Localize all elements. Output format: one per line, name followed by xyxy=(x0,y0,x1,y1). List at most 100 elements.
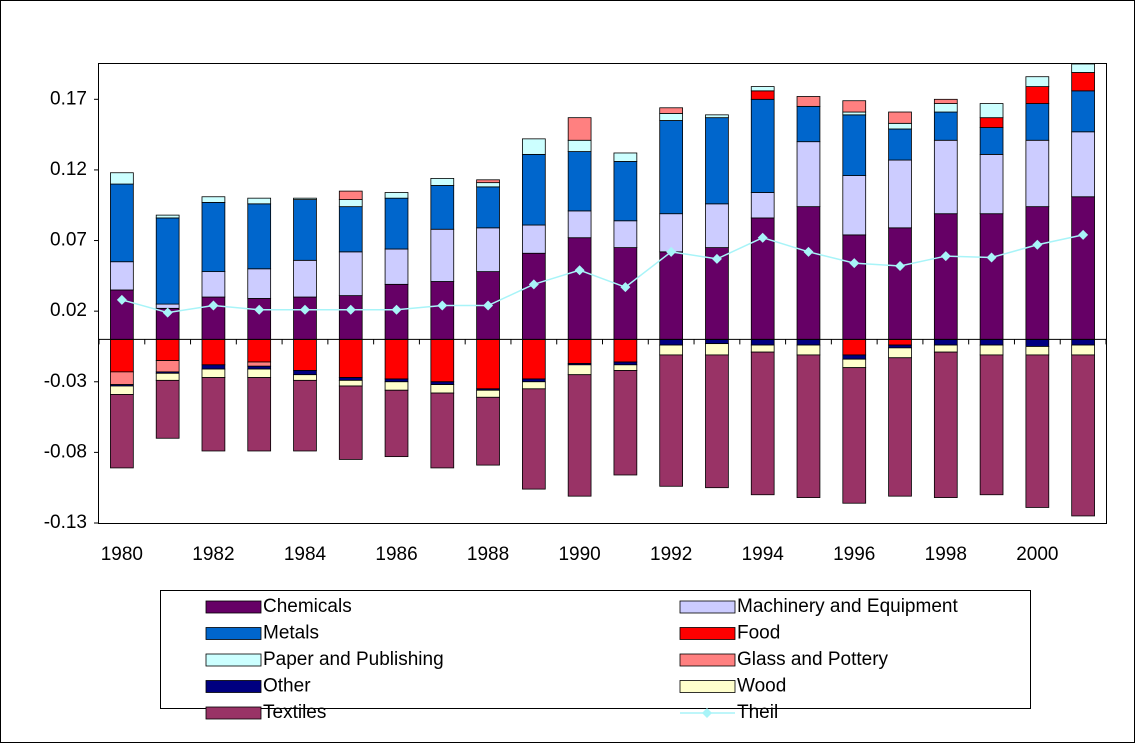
bar-segment xyxy=(338,295,363,340)
bar-segment xyxy=(247,361,272,367)
bar-segment xyxy=(1025,206,1050,340)
bar-segment xyxy=(247,203,272,270)
line-marker xyxy=(162,307,173,318)
bar-segment xyxy=(521,224,546,254)
line-marker xyxy=(116,294,127,305)
bar-segment xyxy=(430,338,455,383)
bar-segment xyxy=(979,213,1004,340)
bar-segment xyxy=(384,378,409,383)
bar-segment xyxy=(430,228,455,282)
bar-segment xyxy=(750,338,775,346)
line-marker xyxy=(574,265,585,276)
bar-segment xyxy=(979,153,1004,215)
bar-segment xyxy=(888,159,912,229)
bar-segment xyxy=(705,338,729,345)
line-marker xyxy=(483,300,494,311)
bar-segment xyxy=(659,251,684,340)
bar-segment xyxy=(338,199,363,208)
line-marker xyxy=(254,304,265,315)
bar-segment xyxy=(293,379,317,452)
bar-segment xyxy=(338,377,363,381)
bar-segment xyxy=(155,217,180,305)
bar-segment xyxy=(750,192,775,219)
bar-segment xyxy=(476,186,500,229)
bar-segment xyxy=(110,371,134,385)
bar-segment xyxy=(338,206,363,253)
bar-segment xyxy=(384,338,409,380)
legend-swatch xyxy=(205,627,262,640)
bar-segment xyxy=(521,388,546,490)
legend-swatch xyxy=(205,653,262,667)
bar-segment xyxy=(521,381,546,390)
bar-segment xyxy=(521,378,546,383)
x-tick-label: 1986 xyxy=(375,544,417,565)
y-tick-label: 0.12 xyxy=(50,159,87,180)
line-marker xyxy=(437,300,448,311)
y-tick-label: 0.17 xyxy=(50,88,87,109)
bar-segment xyxy=(247,268,272,299)
bar-segment xyxy=(888,128,912,161)
line-marker xyxy=(849,258,860,269)
bar-segment xyxy=(1071,90,1095,133)
legend-box xyxy=(160,590,1031,709)
line-marker xyxy=(803,246,814,257)
legend-swatch xyxy=(205,680,262,693)
line-marker xyxy=(391,304,402,315)
bar-segment xyxy=(842,175,867,236)
bar-segment xyxy=(659,338,684,346)
y-tick-label: 0.02 xyxy=(50,300,87,321)
bar-segment xyxy=(521,252,546,340)
bar-segment xyxy=(613,220,638,249)
bar-segment xyxy=(201,196,226,203)
bar-segment xyxy=(155,372,180,381)
bar-segment xyxy=(384,389,409,458)
bar-segment xyxy=(613,161,638,222)
legend-label: Food xyxy=(737,623,780,644)
bar-segment xyxy=(476,227,500,273)
bar-segment xyxy=(1025,346,1050,356)
bar-segment xyxy=(384,248,409,285)
bar-segment xyxy=(705,203,729,249)
bar-segment xyxy=(521,153,546,226)
bar-segment xyxy=(476,338,500,390)
bar-segment xyxy=(110,172,134,185)
bar-segment xyxy=(933,98,958,104)
line-marker xyxy=(1032,239,1043,250)
bar-segment xyxy=(933,103,958,113)
legend-label: Textiles xyxy=(263,702,326,723)
bar-segment xyxy=(796,354,821,498)
legend-label: Wood xyxy=(737,676,786,697)
bar-segment xyxy=(155,379,180,439)
bar-segment xyxy=(842,100,867,113)
legend-marker xyxy=(702,708,712,718)
bar-segment xyxy=(155,360,180,373)
line-marker xyxy=(345,304,356,315)
bar-segment xyxy=(110,261,134,291)
bar-segment xyxy=(796,141,821,208)
bar-segment xyxy=(979,338,1004,346)
bar-segment xyxy=(567,338,592,364)
x-tick-label: 1992 xyxy=(650,544,692,565)
bar-segment xyxy=(796,338,821,346)
bar-segment xyxy=(705,114,729,119)
line-marker xyxy=(528,279,539,290)
bar-segment xyxy=(430,381,455,385)
bar-segment xyxy=(338,379,363,387)
bar-segment xyxy=(430,384,455,394)
bar-segment xyxy=(293,338,317,371)
bar-segment xyxy=(476,389,500,398)
bar-segment xyxy=(1071,131,1095,198)
bar-segment xyxy=(888,344,912,349)
bar-segment xyxy=(293,374,317,381)
bar-segment xyxy=(110,385,134,395)
bar-segment xyxy=(247,197,272,205)
bar-segment xyxy=(705,117,729,205)
line-marker xyxy=(940,251,951,262)
bar-segment xyxy=(201,338,226,366)
bar-segment xyxy=(155,214,180,219)
bar-segment xyxy=(613,338,638,363)
bar-segment xyxy=(384,192,409,199)
bar-segment xyxy=(705,343,729,356)
bar-segment xyxy=(796,96,821,107)
